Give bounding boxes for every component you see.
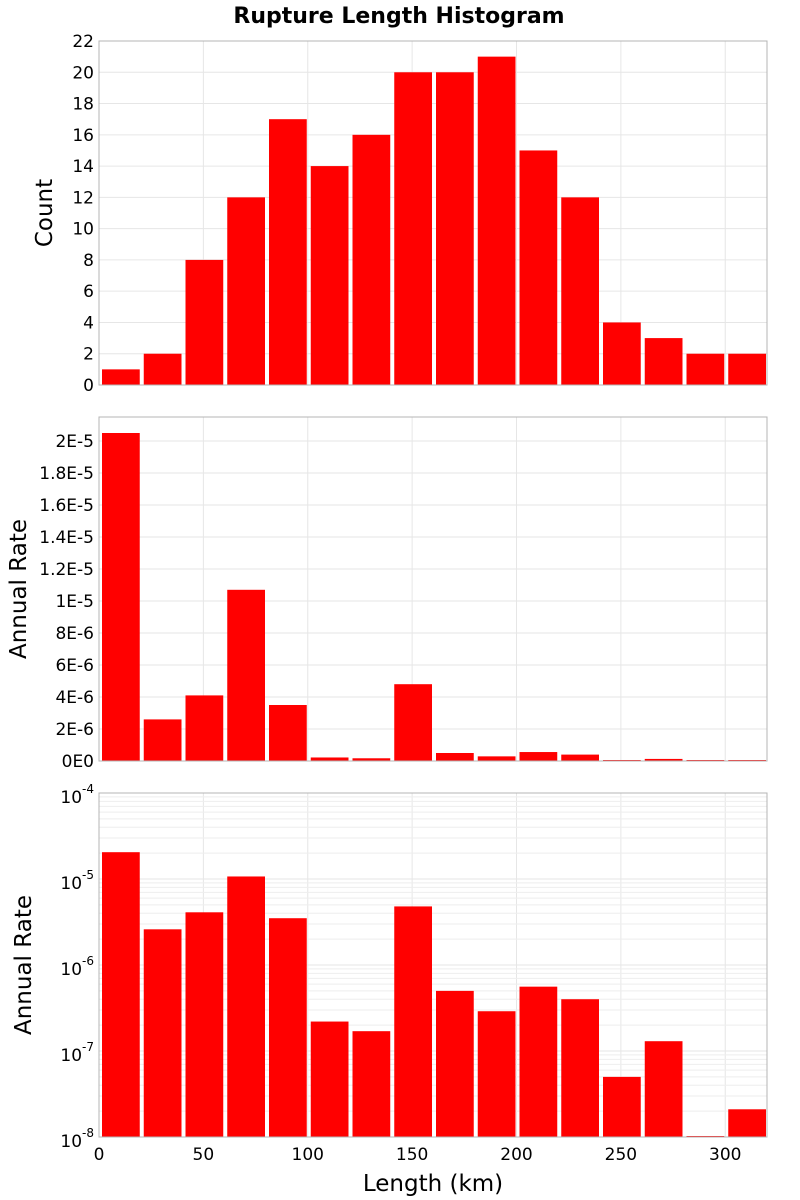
panel-1-bar xyxy=(269,119,307,385)
panel-3-bar xyxy=(644,1041,683,1137)
panel-2-bar xyxy=(477,756,516,761)
panel-1-bar xyxy=(644,338,683,385)
panel-1-bar xyxy=(561,197,599,385)
panel-1-y-tick-label: 12 xyxy=(72,188,94,208)
panel-2-y-tick-label: 2E-6 xyxy=(55,720,94,740)
panel-1-y-tick-label: 4 xyxy=(83,313,94,333)
panel-2-y-tick-label: 1.8E-5 xyxy=(39,464,94,484)
panel-1-bar xyxy=(143,353,182,385)
panel-1-y-tick-label: 10 xyxy=(72,220,94,240)
panel-2-bar xyxy=(644,758,683,761)
panel-3-bar xyxy=(519,986,558,1137)
panel-3-bar xyxy=(436,990,474,1137)
panel-2-y-tick-label: 1.2E-5 xyxy=(39,560,94,580)
panel-2-bar xyxy=(102,433,140,761)
tick-base: 10 xyxy=(60,874,82,894)
panel-3-bar xyxy=(352,1031,391,1137)
x-tick-label: 100 xyxy=(292,1145,324,1165)
panel-3-bar xyxy=(227,876,265,1137)
tick-exponent: -6 xyxy=(82,954,94,968)
panel-3-y-tick-label: 10-8 xyxy=(60,1126,94,1152)
tick-exponent: -8 xyxy=(82,1126,94,1140)
panel-1-bar xyxy=(227,197,265,385)
panel-1-bar xyxy=(519,150,558,385)
panel-3-bar xyxy=(477,1011,516,1137)
panel-1-y-tick-label: 20 xyxy=(72,63,94,83)
panel-2-bar xyxy=(310,757,349,761)
panel-3-bar xyxy=(728,1109,766,1137)
panel-3-bar xyxy=(185,912,224,1137)
panel-1-frame xyxy=(98,40,768,386)
panel-2-bar xyxy=(143,719,182,761)
x-tick-label: 250 xyxy=(605,1145,637,1165)
panel-2-y-tick-label: 6E-6 xyxy=(55,656,94,676)
tick-base: 10 xyxy=(60,1046,82,1066)
panel-1-y-tick-label: 14 xyxy=(72,157,94,177)
panel-3-y-tick-label: 10-5 xyxy=(60,868,94,894)
panel-1-bar xyxy=(477,56,516,386)
panel-2-y-tick-label: 1.6E-5 xyxy=(39,496,94,516)
panel-1-bar xyxy=(352,134,391,385)
chart-title: Rupture Length Histogram xyxy=(233,4,564,29)
panel-3-bar xyxy=(603,1076,641,1137)
tick-exponent: -7 xyxy=(82,1040,94,1054)
tick-base: 10 xyxy=(60,960,82,980)
panel-2-bar xyxy=(519,752,558,761)
x-tick-label: 0 xyxy=(94,1145,105,1165)
panel-1-y-tick-label: 2 xyxy=(83,345,94,365)
x-tick-label: 150 xyxy=(396,1145,428,1165)
panel-3-bar xyxy=(394,906,432,1137)
panel-3-bar xyxy=(143,929,182,1137)
panel-2-y-axis-title: Annual Rate xyxy=(6,519,32,659)
panel-1-bar xyxy=(102,369,140,385)
panel-2-bar xyxy=(352,758,391,761)
panel-3-bar xyxy=(102,852,140,1137)
panel-3-frame xyxy=(98,792,768,1138)
panel-2-y-tick-label: 1.4E-5 xyxy=(39,528,94,548)
panel-1-y-tick-label: 6 xyxy=(83,282,94,302)
panel-3-bar xyxy=(310,1021,349,1137)
panel-1-bar xyxy=(436,72,474,385)
panel-2-bar xyxy=(185,695,224,761)
panel-2-y-tick-label: 8E-6 xyxy=(55,624,94,644)
panel-3-y-tick-label: 10-4 xyxy=(60,782,94,808)
panel-3-bar xyxy=(561,999,599,1137)
panel-1-y-tick-label: 18 xyxy=(72,95,94,115)
panel-1-y-tick-label: 0 xyxy=(83,376,94,396)
panel-3-y-axis-title: Annual Rate xyxy=(11,895,37,1035)
x-tick-label: 300 xyxy=(709,1145,741,1165)
panel-2-frame xyxy=(98,416,768,762)
panel-1-y-tick-label: 16 xyxy=(72,126,94,146)
tick-exponent: -5 xyxy=(82,868,94,882)
tick-base: 10 xyxy=(60,788,82,808)
panel-2-bar xyxy=(394,684,432,761)
panel-3-y-tick-label: 10-6 xyxy=(60,954,94,980)
panel-1-bar xyxy=(728,353,766,385)
panel-1-y-tick-label: 8 xyxy=(83,251,94,271)
panel-2-bar xyxy=(269,705,307,761)
panel-1-bar xyxy=(603,322,641,385)
panel-1-y-tick-label: 22 xyxy=(72,32,94,52)
x-tick-label: 50 xyxy=(193,1145,215,1165)
panel-2-y-tick-label: 0E0 xyxy=(62,752,94,772)
tick-base: 10 xyxy=(60,1132,82,1152)
panel-2-bar xyxy=(561,754,599,761)
tick-exponent: -4 xyxy=(82,782,94,796)
panel-2-bar xyxy=(436,753,474,761)
panel-1-y-axis-title: Count xyxy=(32,179,58,247)
x-axis-title: Length (km) xyxy=(363,1171,503,1197)
panel-1-bar xyxy=(394,72,432,385)
panel-3-y-tick-label: 10-7 xyxy=(60,1040,94,1066)
panel-3-bar xyxy=(269,918,307,1137)
panel-1-bar xyxy=(310,166,349,385)
x-tick-label: 200 xyxy=(500,1145,532,1165)
panel-2-y-tick-label: 4E-6 xyxy=(55,688,94,708)
panel-2-y-tick-label: 1E-5 xyxy=(55,592,94,612)
panel-2-y-tick-label: 2E-5 xyxy=(55,432,94,452)
panel-1-bar xyxy=(686,353,725,385)
panel-2-bar xyxy=(227,589,265,761)
panel-1-bar xyxy=(185,259,224,385)
